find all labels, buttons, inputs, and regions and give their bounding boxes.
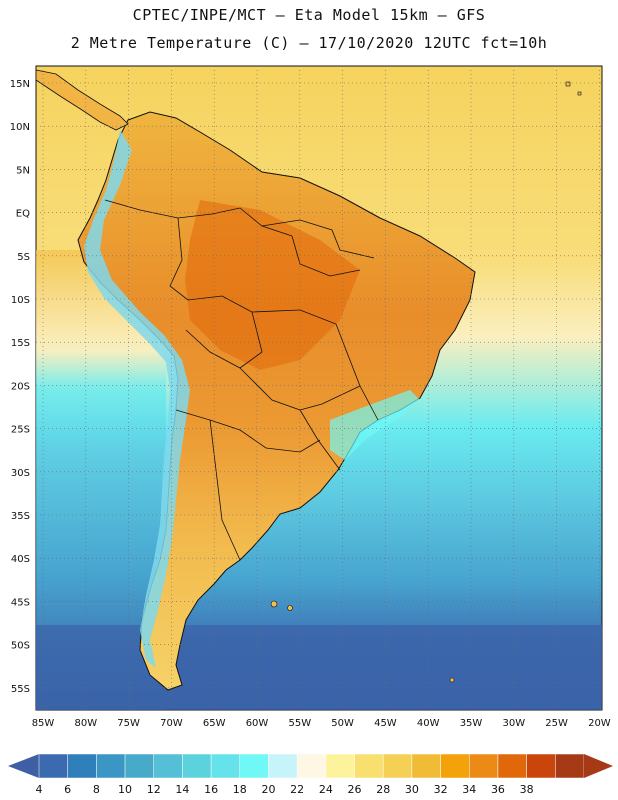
colorbar-cell [469,753,499,779]
latitude-label: 55S [11,684,30,695]
latitude-label: 10N [10,122,30,133]
longitude-label: 30W [502,718,525,729]
colorbar-label: 22 [290,783,305,796]
colorbar-label: 14 [175,783,190,796]
colorbar-label: 36 [490,783,505,796]
colorbar-label: 38 [519,783,534,796]
latitude-label: 20S [11,381,30,392]
colorbar-low-arrow [8,754,39,778]
latitude-label: 35S [11,511,30,522]
latitude-label: 5S [17,252,30,263]
longitude-label: 45W [374,718,397,729]
colorbar-label: 18 [232,783,247,796]
latitude-label: 10S [11,295,30,306]
temperature-colorbar [8,753,613,779]
colorbar-cell [124,753,154,779]
colorbar-cell [354,753,384,779]
colorbar-cell [182,753,212,779]
colorbar-label: 26 [347,783,362,796]
colorbar-cell [38,753,68,779]
colorbar-cell [239,753,269,779]
colorbar-label: 4 [35,783,43,796]
colorbar-label: 12 [146,783,161,796]
colorbar-cell [526,753,556,779]
colorbar-label: 16 [204,783,219,796]
colorbar-label: 28 [376,783,391,796]
colorbar-cell [296,753,327,779]
longitude-labels: 85W 80W 75W 70W 65W 60W 55W 50W 45W 40W 35W 30W 25W 2… [32,718,611,729]
colorbar-cell [96,753,126,779]
islands [270,81,582,683]
latitude-labels: 15N 10N 5N EQ 5S 10S 15S 20S 25S 30S 35S 40S 45S 50S 5… [10,79,30,695]
longitude-label: 55W [288,718,311,729]
colorbar-cell [325,753,355,779]
colorbar-label: 34 [462,783,477,796]
colorbar-cell [210,753,241,779]
longitude-label: 35W [460,718,483,729]
colorbar-cell [555,753,585,779]
longitude-label: 20W [588,718,611,729]
colorbar-cell [411,753,441,779]
colorbar-cell [153,753,183,779]
latitude-label: 50S [11,641,30,652]
colorbar-label: 30 [404,783,419,796]
hot-interior-zone [185,200,360,370]
colorbar-label: 10 [118,783,133,796]
colorbar-label: 32 [433,783,448,796]
map-title-line1: CPTEC/INPE/MCT – Eta Model 15km – GFS [132,6,486,24]
colorbar-cells [38,753,585,779]
country-borders [104,199,379,561]
colorbar-label: 8 [92,783,100,796]
latitude-label: 15S [11,338,30,349]
longitude-label: 85W [32,718,55,729]
colorbar-cell [440,753,470,779]
longitude-label: 40W [417,718,440,729]
longitude-label: 60W [246,718,269,729]
longitude-label: 70W [160,718,183,729]
colorbar-cell [67,753,97,779]
longitude-label: 75W [117,718,140,729]
colorbar-cell [268,753,298,779]
colorbar-cell [382,753,413,779]
latitude-label: 40S [11,554,30,565]
lat-lon-grid [36,66,602,710]
latitude-label: EQ [16,209,30,220]
colorbar-label: 6 [64,783,72,796]
longitude-label: 50W [331,718,354,729]
latitude-label: 45S [11,597,30,608]
colorbar-high-arrow [584,754,613,778]
temperature-map: 15N 10N 5N EQ 5S 10S 15S 20S 25S 30S 35S 40S 45S 50S 5… [10,65,611,729]
central-america-land [35,69,129,131]
colorbar-label: 20 [261,783,276,796]
map-title-line2: 2 Metre Temperature (C) – 17/10/2020 12U… [70,34,548,52]
longitude-label: 25W [545,718,568,729]
latitude-label: 5N [16,165,30,176]
longitude-label: 80W [74,718,97,729]
andes-cold-zone [84,130,190,668]
map-frame [35,65,603,711]
longitude-label: 65W [203,718,226,729]
colorbar-cell [497,753,527,779]
latitude-label: 15N [10,79,30,90]
latitude-label: 25S [11,425,30,436]
colorbar-label: 24 [318,783,333,796]
latitude-label: 30S [11,468,30,479]
southeast-coast-zone [330,390,420,460]
